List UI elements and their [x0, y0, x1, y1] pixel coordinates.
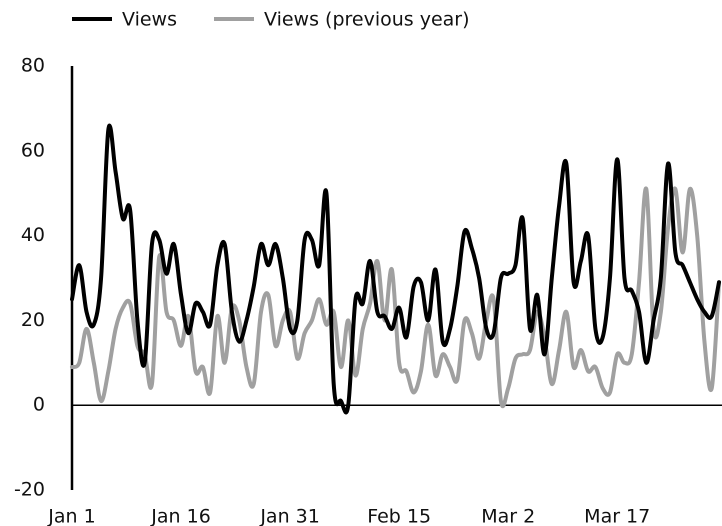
x-tick-label: Mar 17 [584, 506, 650, 526]
y-tick-label: -20 [14, 479, 45, 501]
x-tick-label: Mar 2 [481, 506, 535, 526]
y-tick-label: 20 [21, 309, 45, 331]
y-tick-label: 40 [21, 224, 45, 246]
y-tick-label: 60 [21, 139, 45, 161]
x-tick-label: Jan 16 [150, 506, 211, 526]
y-tick-label: 80 [21, 55, 45, 77]
series-line [70, 186, 721, 409]
x-tick-label: Feb 15 [367, 506, 431, 526]
series-line [70, 123, 721, 415]
legend-label: Views [122, 9, 177, 31]
x-tick-label: Jan 1 [47, 506, 95, 526]
legend-label: Views (previous year) [264, 9, 470, 31]
x-tick-label: Jan 31 [259, 506, 320, 526]
y-tick-label: 0 [33, 394, 45, 416]
